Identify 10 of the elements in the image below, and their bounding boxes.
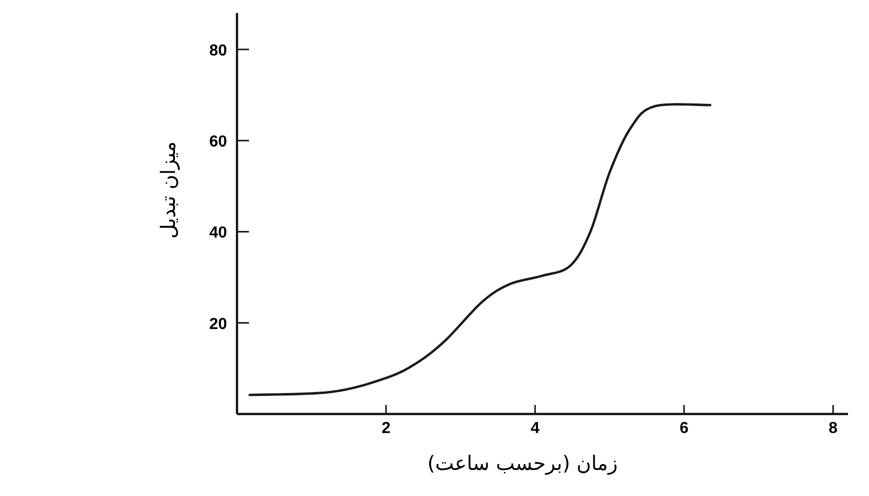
y-tick-label: 40 <box>209 224 228 242</box>
x-tick-label: 2 <box>382 420 391 437</box>
y-tick-label: 60 <box>209 134 228 151</box>
x-tick-label: 6 <box>680 420 689 437</box>
x-tick-label: 8 <box>828 420 838 437</box>
y-tick-label: 20 <box>209 316 228 333</box>
y-tick-label: 80 <box>209 42 228 60</box>
x-tick-label: 4 <box>530 420 540 437</box>
y-axis-title: میزان تبدیل <box>156 141 180 239</box>
x-axis-title: زمان (برحسب ساعت) <box>427 451 618 475</box>
